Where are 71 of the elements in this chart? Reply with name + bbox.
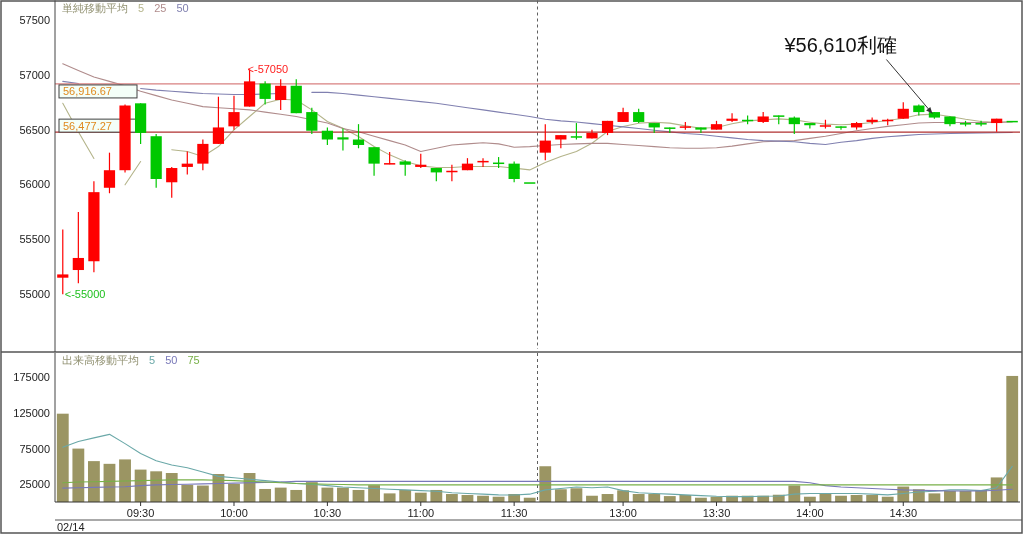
x-tick-label: 13:30 — [702, 507, 731, 519]
bar — [88, 461, 100, 502]
candlestick — [212, 96, 225, 145]
bar — [321, 487, 334, 502]
bar — [259, 488, 272, 502]
bar — [181, 484, 194, 502]
text: 50 — [176, 1, 189, 14]
line-series — [62, 480, 1013, 492]
bar — [383, 493, 396, 502]
candlestick — [166, 166, 178, 199]
annotation: <-57050 — [247, 63, 289, 76]
ref-line-label: 56,477.27 — [63, 119, 112, 132]
bar — [290, 489, 303, 502]
candlestick — [197, 138, 209, 171]
text: 25 — [154, 1, 167, 14]
bar — [337, 487, 349, 502]
candlestick — [306, 107, 318, 135]
candlestick — [539, 123, 551, 161]
bar — [274, 487, 287, 502]
annotation: <-55000 — [64, 288, 106, 301]
candlestick — [103, 152, 116, 194]
bar — [134, 469, 147, 502]
x-tick-label: 14:30 — [889, 507, 918, 519]
bar — [1006, 375, 1019, 502]
annotation: ¥56,610利確 — [783, 33, 897, 56]
y-tick-label: 55000 — [19, 288, 50, 301]
bar — [554, 489, 567, 502]
ref-line-label: 56,916.67 — [63, 85, 112, 98]
y-tick-label: 175000 — [13, 371, 50, 384]
x-tick-label: 09:30 — [126, 507, 155, 519]
candlestick — [275, 78, 287, 111]
text: 75 — [187, 354, 200, 366]
candlestick — [259, 80, 271, 106]
bar — [228, 483, 240, 502]
x-tick-label: 11:30 — [500, 507, 528, 519]
candlestick — [508, 160, 520, 183]
y-tick-label: 75000 — [19, 442, 50, 455]
line-series — [62, 433, 1013, 498]
bar — [150, 471, 163, 502]
x-tick-label: 10:00 — [220, 507, 248, 519]
x-tick-label: 10:30 — [313, 507, 342, 519]
x-axis-title: 02/14 — [57, 521, 85, 533]
text: 5 — [138, 1, 145, 14]
candlestick — [835, 125, 847, 131]
candlestick — [352, 123, 365, 149]
text: 50 — [165, 354, 178, 366]
bar — [928, 493, 941, 502]
text: 5 — [149, 354, 156, 366]
y-tick-label: 56000 — [19, 178, 50, 191]
y-tick-label: 57000 — [19, 68, 50, 81]
bar — [56, 413, 69, 502]
y-tick-label: 55500 — [19, 233, 50, 246]
x-tick-label: 13:00 — [609, 507, 637, 519]
candlestick — [368, 146, 380, 177]
candlestick — [337, 127, 349, 152]
candlestick — [72, 211, 84, 284]
candlestick — [228, 95, 240, 131]
line-series — [62, 63, 1013, 153]
bar — [119, 459, 131, 502]
y-tick-label: 125000 — [13, 406, 50, 419]
bar — [72, 448, 85, 502]
legend-title: 単純移動平均 — [62, 1, 128, 14]
legend-title: 出来高移動平均 — [62, 354, 139, 366]
candlestick — [726, 112, 738, 123]
y-tick-label: 56500 — [19, 123, 50, 136]
y-tick-label: 57500 — [19, 13, 50, 26]
y-tick-label: 25000 — [19, 478, 50, 491]
bar — [196, 485, 209, 502]
x-tick-label: 14:00 — [796, 507, 824, 519]
x-tick-label: 11:00 — [407, 507, 435, 519]
bar — [570, 488, 583, 502]
